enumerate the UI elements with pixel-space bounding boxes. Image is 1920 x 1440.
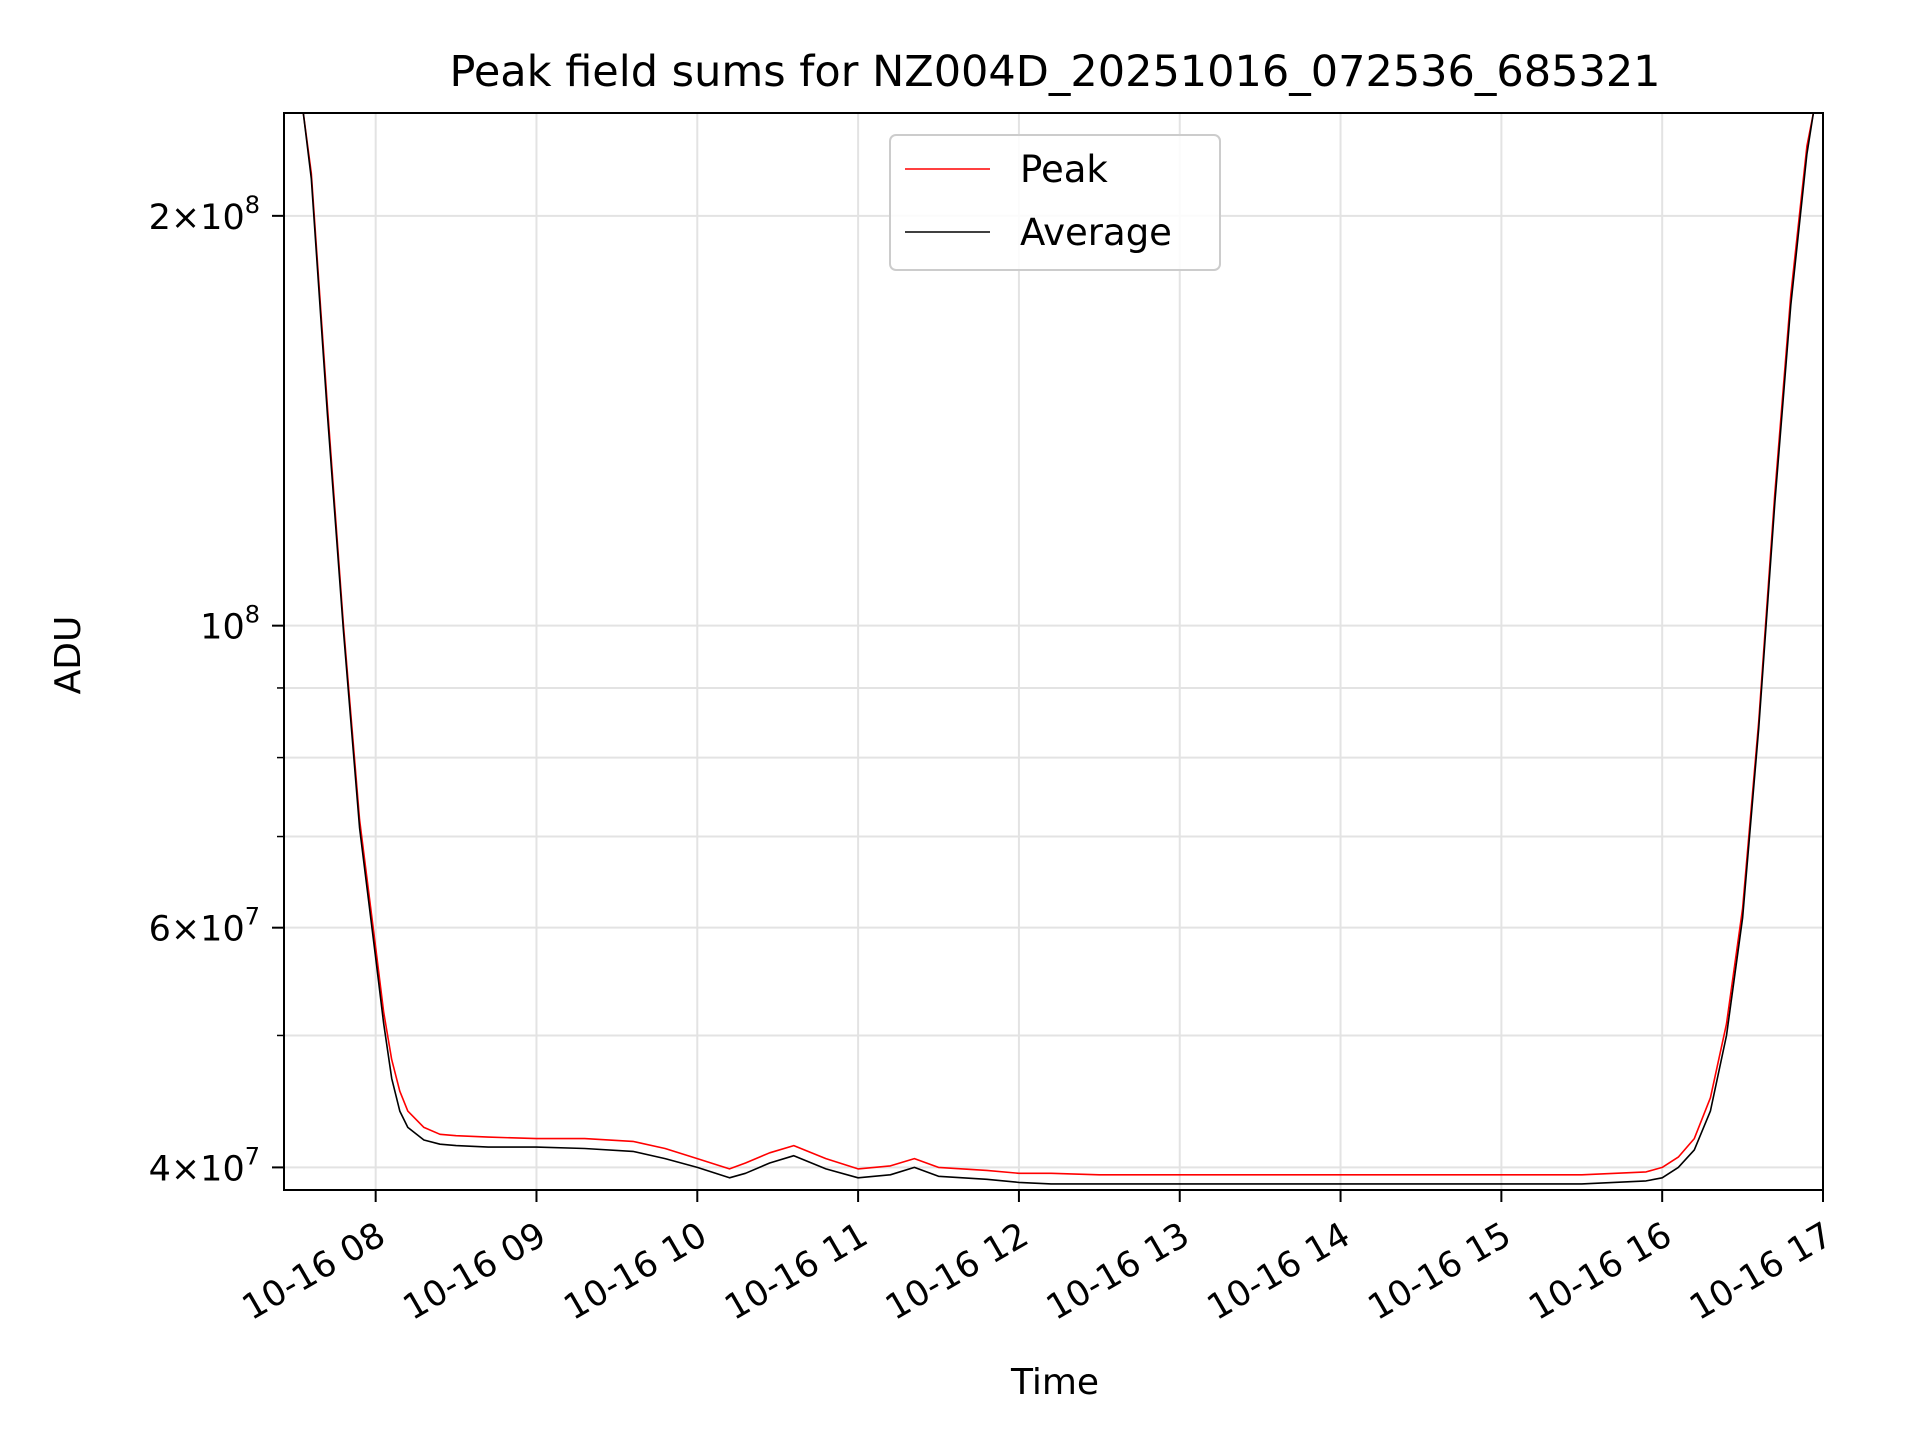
- series-layer: [284, 113, 1815, 1185]
- y-tick-label: 6×107: [149, 903, 260, 950]
- chart-title: Peak field sums for NZ004D_20251016_0725…: [449, 47, 1660, 97]
- series-line-average: [284, 113, 1815, 1185]
- legend: Peak Average: [889, 134, 1221, 271]
- y-axis-label: ADU: [48, 616, 89, 695]
- legend-label-average: Average: [1020, 211, 1172, 254]
- legend-label-peak: Peak: [1020, 148, 1108, 191]
- y-tick-label: 4×107: [149, 1142, 260, 1189]
- axes-frame: [283, 112, 1824, 1191]
- series-line-peak: [284, 113, 1815, 1176]
- y-tick-label: 108: [200, 601, 260, 648]
- y-tick-label: 2×108: [149, 191, 260, 238]
- x-axis-label: Time: [1010, 1362, 1099, 1403]
